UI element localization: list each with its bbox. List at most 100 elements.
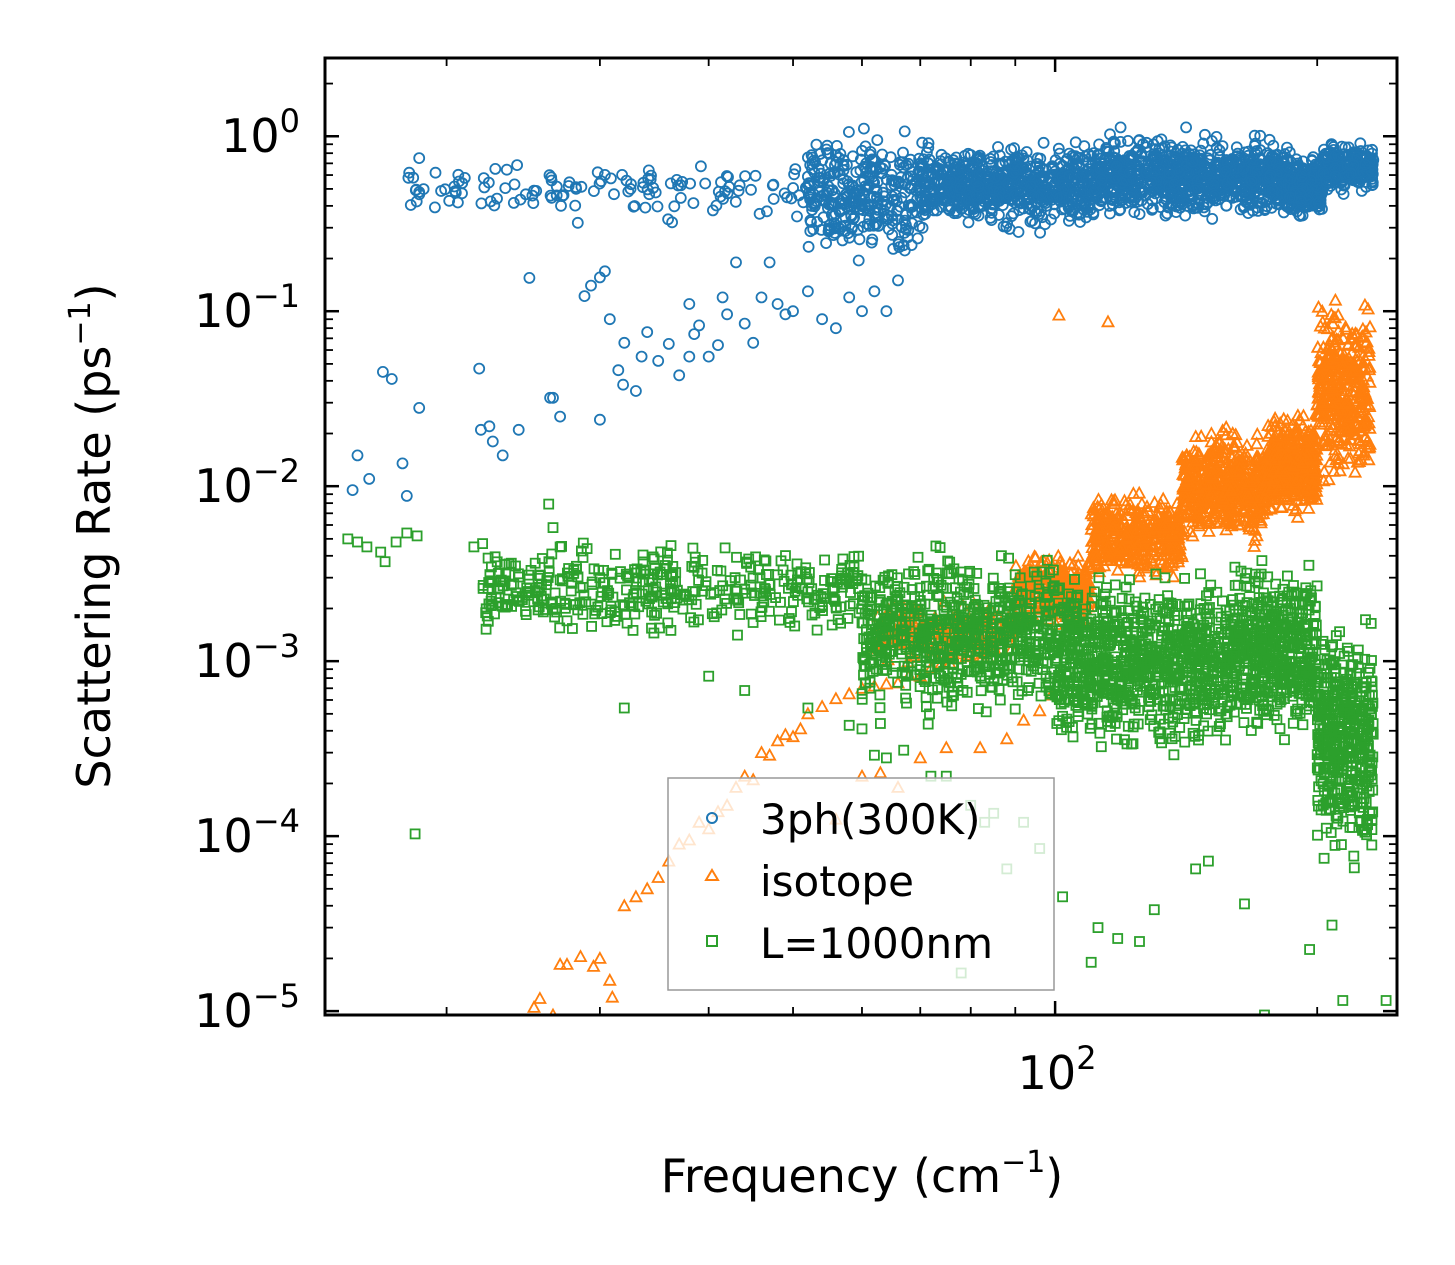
data-point-3ph-300k- [789, 163, 802, 176]
data-point-3ph-300k- [840, 188, 852, 201]
data-point-3ph-300k- [1176, 178, 1188, 191]
data-point-3ph-300k- [788, 168, 800, 181]
data-point-isotope [1032, 703, 1047, 717]
data-point-3ph-300k- [403, 166, 416, 179]
data-point-isotope [1247, 500, 1262, 514]
data-point-isotope [1362, 319, 1378, 333]
data-point-3ph-300k- [830, 322, 842, 335]
data-point-3ph-300k- [1296, 176, 1309, 189]
data-point-3ph-300k- [985, 206, 998, 219]
data-point-3ph-300k- [591, 166, 604, 179]
data-point-isotope [1353, 436, 1368, 449]
data-point-3ph-300k- [1012, 226, 1025, 238]
data-point-3ph-300k- [1087, 208, 1100, 221]
data-point-3ph-300k- [738, 317, 751, 330]
data-point-3ph-300k- [489, 162, 502, 175]
data-point-3ph-300k- [944, 174, 957, 187]
data-point-3ph-300k- [802, 285, 814, 298]
data-point-3ph-300k- [500, 163, 513, 176]
data-point-3ph-300k- [866, 161, 879, 174]
data-point-isotope [1340, 424, 1355, 438]
data-point-3ph-300k- [1125, 191, 1137, 204]
data-point-3ph-300k- [906, 206, 919, 219]
data-point-isotope [1075, 573, 1090, 587]
data-point-3ph-300k- [1002, 177, 1014, 190]
data-point-isotope [1112, 518, 1128, 532]
data-point-isotope [1089, 548, 1104, 562]
data-point-isotope [1283, 428, 1298, 441]
data-point-3ph-300k- [948, 163, 960, 176]
data-point-isotope [1024, 572, 1039, 585]
data-point-3ph-300k- [803, 177, 816, 190]
data-point-3ph-300k- [1151, 149, 1163, 162]
data-point-3ph-300k- [827, 229, 840, 242]
data-point-isotope [1106, 520, 1121, 534]
data-point-3ph-300k- [1245, 175, 1258, 188]
data-point-3ph-300k- [1034, 152, 1047, 165]
data-point-isotope [1307, 441, 1323, 454]
data-point-3ph-300k- [676, 175, 689, 188]
data-point-isotope [1186, 443, 1201, 457]
data-point-3ph-300k- [1180, 121, 1192, 134]
data-point-3ph-300k- [693, 319, 705, 332]
data-point-isotope [586, 959, 601, 972]
data-point-3ph-300k- [1140, 136, 1153, 149]
data-point-isotope [1312, 407, 1327, 421]
data-point-isotope [1267, 414, 1282, 427]
data-point-3ph-300k- [843, 291, 856, 304]
data-point-isotope [1287, 503, 1302, 517]
data-point-3ph-300k- [852, 254, 865, 267]
data-point-isotope [913, 750, 928, 764]
data-point-isotope [1204, 468, 1219, 482]
data-point-3ph-300k- [1179, 144, 1192, 157]
data-point-isotope [1164, 527, 1179, 540]
data-point-3ph-300k- [645, 169, 657, 182]
data-point-3ph-300k- [749, 169, 762, 182]
data-point-3ph-300k- [843, 195, 855, 208]
data-point-3ph-300k- [1108, 158, 1121, 171]
data-point-3ph-300k- [1299, 164, 1312, 177]
data-point-isotope [1232, 461, 1248, 474]
data-point-3ph-300k- [901, 231, 914, 244]
data-point-3ph-300k- [1095, 173, 1108, 186]
data-point-isotope [1189, 452, 1204, 466]
data-point-isotope [1113, 543, 1128, 557]
data-point-isotope [1204, 444, 1219, 458]
data-point-3ph-300k- [1123, 158, 1136, 171]
data-point-isotope [1132, 518, 1147, 531]
data-point-3ph-300k- [802, 151, 814, 164]
data-point-isotope [1328, 292, 1343, 306]
data-point-3ph-300k- [876, 148, 889, 161]
data-point-isotope [1268, 452, 1283, 466]
data-point-3ph-300k- [486, 435, 499, 448]
data-point-3ph-300k- [1157, 157, 1170, 170]
data-point-3ph-300k- [1069, 150, 1082, 163]
data-point-3ph-300k- [1037, 136, 1050, 149]
data-point-3ph-300k- [880, 305, 893, 318]
data-point-3ph-300k- [674, 191, 687, 204]
data-point-isotope [1345, 379, 1360, 392]
data-point-3ph-300k- [404, 199, 417, 211]
data-point-3ph-300k- [622, 185, 635, 198]
data-point-isotope [1267, 473, 1282, 486]
data-point-3ph-300k- [898, 214, 911, 227]
data-point-isotope [1219, 522, 1234, 536]
data-point-isotope [1362, 399, 1377, 412]
data-point-l-1000nm [609, 548, 621, 560]
data-point-isotope [1300, 447, 1315, 461]
data-point-3ph-300k- [617, 378, 629, 391]
data-point-3ph-300k- [428, 201, 441, 214]
data-point-3ph-300k- [771, 298, 784, 310]
data-point-isotope [1176, 510, 1191, 523]
data-point-isotope [828, 691, 843, 705]
data-point-isotope [1190, 481, 1205, 494]
data-point-isotope [873, 765, 888, 779]
data-point-isotope [1276, 437, 1291, 451]
data-point-3ph-300k- [1029, 204, 1041, 217]
data-point-isotope [1194, 428, 1209, 442]
data-point-3ph-300k- [865, 236, 878, 249]
data-point-isotope [1177, 480, 1192, 494]
data-point-isotope [1335, 357, 1350, 371]
data-point-3ph-300k- [569, 181, 582, 194]
data-point-isotope [573, 949, 588, 962]
